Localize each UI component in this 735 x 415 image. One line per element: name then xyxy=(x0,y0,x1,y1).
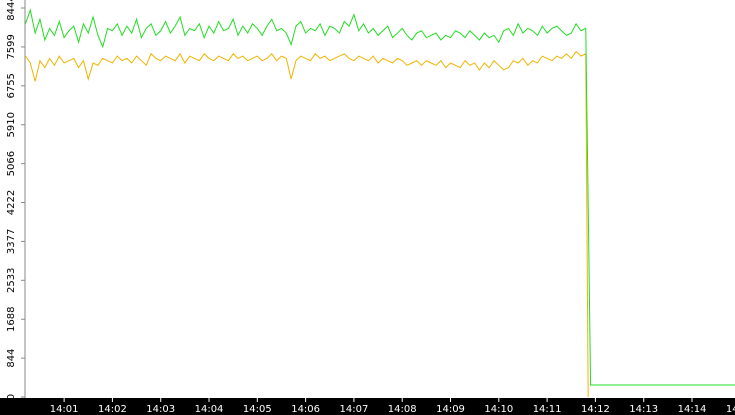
y-tick-label: 5066 xyxy=(6,151,17,176)
x-tick-label: 14:08 xyxy=(388,404,417,415)
x-tick-label: 14:02 xyxy=(98,404,127,415)
y-tick-label: 5910 xyxy=(6,112,17,137)
x-tick-label: 14:10 xyxy=(484,404,513,415)
x-tick-label: 14:09 xyxy=(436,404,465,415)
x-tick-label: 14:07 xyxy=(340,404,369,415)
y-tick-label: 844 xyxy=(6,349,17,368)
x-tick-label: 14:04 xyxy=(195,404,224,415)
y-tick-label: 2533 xyxy=(6,268,17,293)
y-tick-label: 0 xyxy=(6,394,17,400)
y-tick-label: 8444 xyxy=(6,0,17,21)
x-tick-label: 14:15 xyxy=(726,404,735,415)
x-tick-label: 14:05 xyxy=(243,404,272,415)
x-tick-label: 14:01 xyxy=(50,404,79,415)
x-tick-label: 14:11 xyxy=(533,404,562,415)
x-tick-label: 14:12 xyxy=(581,404,610,415)
y-tick-label: 6755 xyxy=(6,73,17,98)
y-tick-label: 3377 xyxy=(6,229,17,254)
x-axis-band xyxy=(0,398,735,415)
y-tick-label: 1688 xyxy=(6,307,17,332)
x-tick-label: 14:14 xyxy=(678,404,707,415)
y-tick-label: 7599 xyxy=(6,34,17,59)
x-tick-label: 14:03 xyxy=(146,404,175,415)
x-tick-label: 14:13 xyxy=(629,404,658,415)
series-line xyxy=(25,50,589,398)
y-tick-label: 4222 xyxy=(6,190,17,215)
series-line xyxy=(25,8,735,386)
x-tick-label: 14:06 xyxy=(291,404,320,415)
